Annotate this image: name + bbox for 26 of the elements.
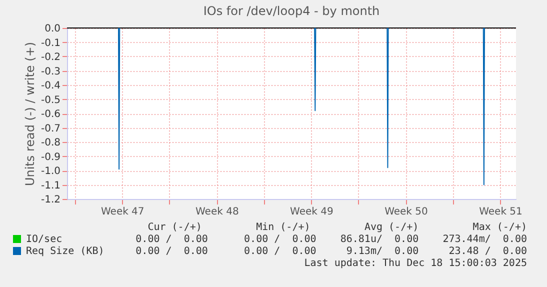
x-tick-label: Week 47: [100, 206, 144, 218]
y-tick-label: -0.7: [40, 123, 60, 134]
y-tick-label: -1.0: [40, 166, 60, 177]
y-tick-label: -0.9: [40, 152, 60, 163]
text: Cur (-/+) Min (-/+) Avg (-/+) Max (-/+): [148, 222, 527, 233]
y-tick-label: -0.4: [40, 80, 60, 92]
y-tick-label: -0.6: [40, 109, 60, 120]
x-tick-label: Week 50: [384, 206, 428, 218]
legend-label: IO/sec: [26, 234, 62, 245]
y-tick-label: -1.2: [40, 194, 60, 206]
text: 0.00 / 0.00 0.00 / 0.00 9.13m/ 0.00 23.48 / 0.00: [136, 246, 527, 257]
x-tick-label: Week 51: [479, 206, 522, 218]
x-tick-label: Week 49: [290, 206, 334, 218]
y-tick-label: -0.5: [40, 94, 60, 106]
y-tick-label: -0.2: [40, 52, 60, 63]
y-tick-label: -0.3: [40, 66, 60, 78]
y-axis-title: Units read (-) / write (+): [22, 42, 37, 186]
legend-label: Req Size (KB): [26, 246, 104, 257]
x-tick-label: Week 48: [196, 206, 239, 218]
y-tick-label: -1.1: [40, 180, 60, 192]
y-tick-label: -0.1: [40, 38, 60, 49]
chart-title: IOs for /dev/loop4 - by month: [203, 4, 380, 18]
text: 0.00 / 0.00 0.00 / 0.00 86.81u/ 0.00 273.44m/ 0.00: [136, 234, 527, 245]
y-tick-label: -0.8: [40, 138, 60, 148]
y-tick-label: 0.0: [44, 24, 60, 34]
text: Last update: Thu Dec 18 15:00:03 2025: [304, 258, 527, 269]
